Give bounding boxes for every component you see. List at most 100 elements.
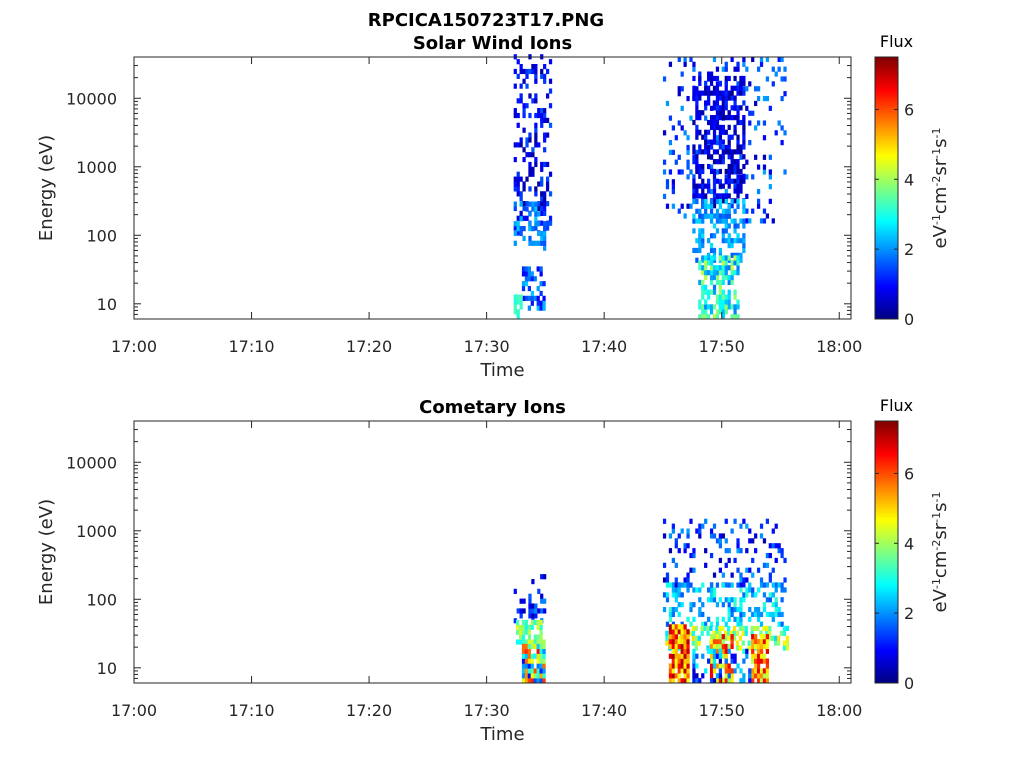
heatmap-cell	[704, 105, 708, 111]
heatmap-cell	[689, 582, 693, 588]
heatmap-cell	[692, 183, 696, 189]
colorbar-step	[875, 650, 898, 653]
heatmap-cell	[537, 211, 541, 217]
heatmap-cell	[751, 648, 755, 654]
colorbar-step	[875, 91, 898, 95]
heatmap-cell	[528, 598, 532, 604]
heatmap-cell	[521, 266, 526, 272]
heatmap-cell	[513, 156, 517, 163]
heatmap-cell	[736, 198, 740, 205]
heatmap-cell	[707, 188, 711, 194]
colorbar-step	[875, 628, 898, 631]
heatmap-cell	[527, 285, 531, 292]
colorbar-step	[875, 639, 898, 642]
colorbar-step	[875, 634, 898, 638]
heatmap-cell	[715, 279, 720, 286]
heatmap-cell	[724, 193, 728, 199]
heatmap-cell	[528, 593, 532, 599]
heatmap-cell	[701, 265, 705, 271]
heatmap-cell	[704, 183, 708, 189]
heatmap-cell	[519, 93, 523, 99]
colorbar-step	[875, 517, 898, 520]
heatmap-cell	[733, 105, 737, 111]
heatmap-cell	[709, 139, 714, 145]
heatmap-cell	[524, 619, 529, 626]
heatmap-cell	[525, 215, 529, 221]
heatmap-cell	[540, 598, 544, 604]
colorbar-step	[875, 212, 898, 215]
colorbar-step	[875, 676, 898, 680]
heatmap-cell	[540, 122, 544, 128]
colorbar-step	[875, 74, 898, 78]
heatmap-cell	[748, 587, 752, 593]
heatmap-cell	[733, 606, 737, 613]
heatmap-cell	[730, 634, 734, 640]
colorbar-step	[875, 613, 898, 616]
heatmap-cell	[756, 567, 761, 573]
heatmap-cell	[754, 606, 758, 613]
heatmap-cell	[712, 643, 717, 650]
heatmap-cell	[712, 198, 717, 204]
heatmap-cell	[712, 252, 717, 258]
heatmap-cell	[712, 638, 717, 645]
heatmap-cell	[709, 233, 714, 239]
heatmap-cell	[712, 597, 717, 603]
heatmap-cell	[704, 314, 708, 320]
colorbar-tick-label: 6	[904, 464, 914, 483]
heatmap-cell	[674, 582, 678, 588]
heatmap-cell	[756, 663, 761, 669]
heatmap-cell	[724, 115, 728, 121]
colorbar-tick-label: 0	[904, 310, 914, 329]
heatmap-cell	[774, 640, 778, 646]
colorbar-tick-label: 0	[904, 674, 914, 693]
heatmap-cell	[780, 140, 784, 146]
heatmap-cell	[534, 93, 538, 99]
heatmap-cell	[709, 164, 714, 170]
heatmap-cell	[736, 183, 740, 189]
heatmap-cell	[733, 289, 737, 295]
heatmap-cell	[698, 144, 702, 150]
heatmap-cell	[516, 191, 520, 197]
colorbar-step	[875, 85, 898, 88]
heatmap-cell	[736, 223, 740, 229]
heatmap-cell	[771, 611, 775, 618]
heatmap-cell	[701, 238, 705, 244]
heatmap-cell	[677, 658, 681, 664]
colorbar-step	[875, 203, 898, 206]
heatmap-cell	[774, 543, 778, 549]
colorbar-step	[875, 595, 898, 599]
heatmap-cell	[718, 673, 723, 679]
heatmap-cell	[762, 135, 767, 141]
heatmap-cell	[513, 108, 517, 114]
heatmap-cell	[701, 163, 705, 170]
heatmap-cell	[695, 159, 699, 165]
heatmap-cell	[528, 166, 532, 172]
plot-frame	[133, 420, 852, 684]
heatmap-cell	[704, 213, 708, 219]
heatmap-cell	[668, 548, 673, 554]
heatmap-cell	[542, 300, 546, 306]
heatmap-cell	[709, 71, 714, 77]
colorbar-step	[875, 299, 898, 302]
heatmap-cell	[698, 611, 702, 618]
heatmap-cell	[665, 572, 670, 578]
heatmap-cell	[518, 624, 523, 630]
heatmap-cell	[733, 85, 737, 91]
heatmap-cell	[525, 201, 529, 207]
colorbar-tick-label: 4	[904, 170, 914, 189]
heatmap-cell	[718, 144, 723, 150]
heatmap-cell	[692, 673, 696, 679]
heatmap-cell	[759, 577, 764, 583]
heatmap-cell	[709, 587, 714, 593]
heatmap-cell	[525, 103, 529, 109]
heatmap-cell	[701, 168, 705, 175]
heatmap-cell	[530, 300, 534, 306]
heatmap-cell	[680, 528, 684, 534]
heatmap-cell	[701, 183, 705, 189]
colorbar-step	[875, 168, 898, 171]
colorbar-step	[875, 220, 898, 224]
colorbar-frame	[874, 420, 899, 684]
heatmap-cell	[671, 634, 675, 640]
heatmap-cell	[674, 562, 678, 568]
heatmap-cell	[730, 673, 734, 679]
